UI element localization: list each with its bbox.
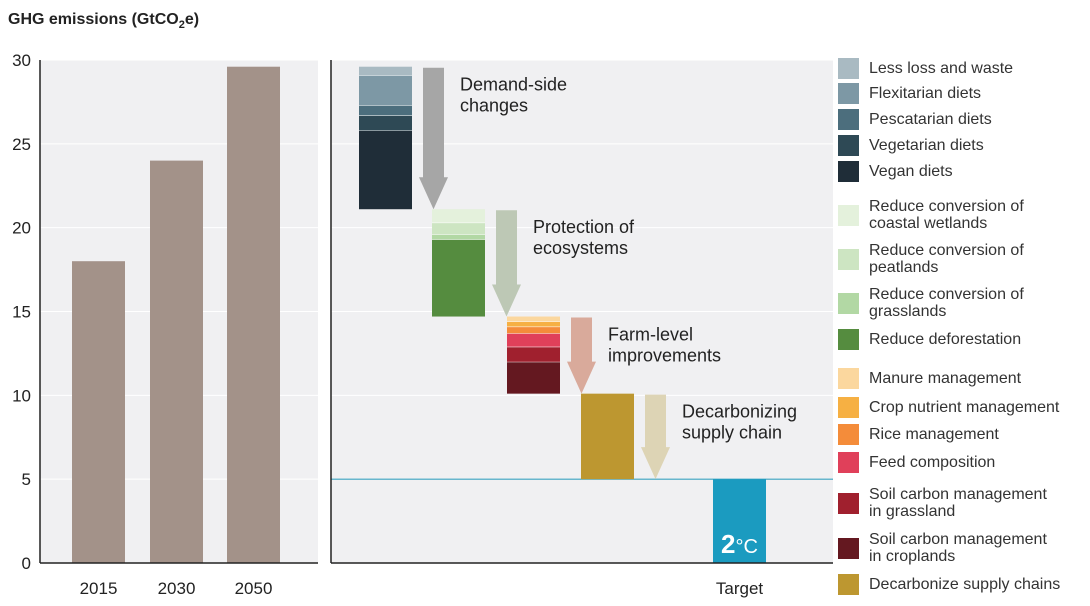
legend-swatch: [838, 248, 859, 270]
right-bars: Demand-side changes Protection of ecosystem…: [331, 66, 833, 563]
arrow-group-2: [492, 210, 521, 317]
emissions-chart: GHG emissions (GtCO2e) 0 5 10 15 20 25 30 Dema…: [8, 11, 833, 598]
y-tick-label: 25: [12, 135, 31, 154]
legend-label: Decarbonize supply chains: [869, 576, 1061, 593]
legend-swatch: [838, 292, 859, 314]
legend-swatch: [838, 492, 859, 514]
y-axis-title: GHG emissions (GtCO2e): [8, 11, 199, 31]
legend-label: Flexitarian diets: [869, 85, 982, 102]
y-tick-label: 30: [12, 51, 31, 70]
legend-label: Crop nutrient management: [869, 399, 1060, 416]
legend-label: Reduce deforestation: [869, 331, 1022, 348]
segment-reduce-conversion-of-grasslands: [432, 234, 485, 240]
x-tick-label: 2015: [80, 579, 118, 598]
arrow-group-4: [641, 394, 670, 480]
y-tick-label: 15: [12, 303, 31, 322]
legend-swatch: [838, 537, 859, 559]
segment-pescatarian-diets: [359, 105, 412, 116]
legend-swatch: [838, 161, 859, 182]
legend-swatch: [838, 574, 859, 595]
legend-label: Manure management: [869, 370, 1022, 387]
segment-vegan-diets: [359, 130, 412, 210]
legend-item: Vegan diets: [838, 161, 1089, 182]
segment-soil-carbon-management-in-grassland: [507, 346, 560, 362]
arrow-group-3: [567, 317, 596, 394]
legend-item: Less loss and waste: [838, 58, 1089, 79]
group-label-2: Protection of ecosystems: [533, 217, 635, 258]
legend-item: Crop nutrient management: [838, 397, 1089, 418]
legend-label: Pescatarian diets: [869, 111, 992, 128]
legend-item: Manure management: [838, 368, 1089, 389]
group-label-3: Farm-level improvements: [608, 325, 721, 366]
legend: Less loss and waste Flexitarian diets Pesc…: [838, 0, 1090, 606]
segment-reduce-conversion-of-coastal-wetlands: [432, 209, 485, 223]
group-label-4: Decarbonizing supply chain: [682, 402, 797, 443]
legend-item: Vegetarian diets: [838, 135, 1089, 156]
y-axis-ticks: 0 5 10 15 20 25 30: [12, 51, 31, 573]
legend-item: Decarbonize supply chains: [838, 574, 1089, 595]
legend-label: Less loss and waste: [869, 60, 1014, 77]
y-tick-label: 20: [12, 219, 31, 238]
legend-swatch: [838, 368, 859, 389]
legend-swatch: [838, 58, 859, 79]
legend-swatch: [838, 204, 859, 226]
legend-swatch: [838, 83, 859, 104]
legend-item: Rice management: [838, 424, 1089, 445]
legend-swatch: [838, 397, 859, 418]
legend-item: Pescatarian diets: [838, 109, 1089, 130]
bar-2015: [72, 261, 125, 563]
y-tick-label: 0: [22, 554, 31, 573]
legend-item: Soil carbon management in croplands: [838, 531, 1089, 565]
left-bars: [72, 66, 280, 563]
x-tick-label-target: Target: [716, 579, 764, 598]
x-tick-label: 2030: [158, 579, 196, 598]
legend-swatch: [838, 109, 859, 130]
legend-label: Reduce conversion of peatlands: [869, 242, 1024, 276]
legend-item: Reduce deforestation: [838, 329, 1089, 350]
legend-swatch: [838, 329, 859, 350]
legend-label: Soil carbon management in grassland: [869, 486, 1047, 520]
x-tick-label: 2050: [235, 579, 273, 598]
legend-item: Flexitarian diets: [838, 83, 1089, 104]
legend-swatch: [838, 135, 859, 156]
legend-label: Reduce conversion of grasslands: [869, 286, 1024, 320]
x-axis-ticks: 2015 2030 2050 Target: [80, 579, 764, 598]
segment-flexitarian-diets: [359, 75, 412, 106]
segment-soil-carbon-management-in-croplands: [507, 361, 560, 394]
segment-rice-management: [507, 326, 560, 334]
legend-label: Feed composition: [869, 454, 996, 471]
legend-item: Reduce conversion of grasslands: [838, 286, 1089, 320]
segment-less-loss-and-waste: [359, 66, 412, 76]
bar-2050: [227, 66, 280, 563]
segment-vegetarian-diets: [359, 115, 412, 131]
legend-label: Vegan diets: [869, 163, 953, 180]
arrow-group-1: [419, 67, 448, 210]
legend-label: Soil carbon management in croplands: [869, 531, 1047, 565]
segment-manure-management: [507, 316, 560, 322]
legend-item: Reduce conversion of peatlands: [838, 242, 1089, 276]
segment-decarbonize-supply-chains: [581, 393, 634, 480]
legend-label: Rice management: [869, 426, 999, 443]
segment-crop-nutrient-management: [507, 321, 560, 327]
group-label-1: Demand-side changes: [460, 75, 567, 116]
bar-2030: [150, 160, 203, 563]
y-tick-label: 5: [22, 470, 31, 489]
legend-item: Feed composition: [838, 452, 1089, 473]
legend-swatch: [838, 452, 859, 473]
segment-feed-composition: [507, 333, 560, 347]
legend-item: Reduce conversion of coastal wetlands: [838, 198, 1089, 232]
legend-label: Vegetarian diets: [869, 137, 984, 154]
target-bar: [713, 479, 766, 563]
target-bar-label: 2°C: [721, 529, 758, 559]
legend-item: Soil carbon management in grassland: [838, 486, 1089, 520]
legend-label: Reduce conversion of coastal wetlands: [869, 198, 1024, 232]
segment-reduce-deforestation: [432, 239, 485, 317]
legend-swatch: [838, 424, 859, 445]
segment-reduce-conversion-of-peatlands: [432, 222, 485, 235]
y-tick-label: 10: [12, 386, 31, 405]
